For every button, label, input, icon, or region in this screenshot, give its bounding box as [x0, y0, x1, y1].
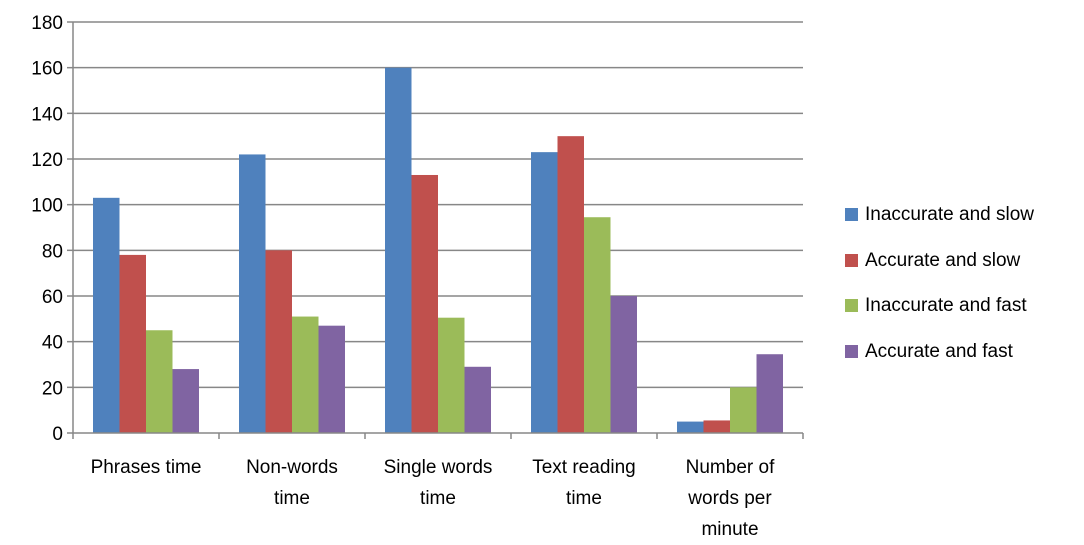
x-tick-label: Number of: [686, 457, 775, 478]
bar: [557, 136, 584, 433]
bar: [93, 197, 120, 433]
bar: [730, 387, 757, 433]
bar: [438, 317, 465, 433]
legend-label: Accurate and slow: [865, 249, 1021, 271]
bar: [677, 421, 704, 433]
legend-item-inaccurate-fast: Inaccurate and fast: [845, 283, 1081, 329]
bar: [703, 420, 730, 433]
x-tick-label: Text reading: [532, 457, 636, 478]
y-tick-label: 80: [42, 241, 63, 262]
bar: [385, 67, 412, 434]
legend-swatch: [845, 208, 858, 222]
bar: [172, 369, 199, 433]
x-axis-tick-labels: Phrases time Non-words time Single words tim…: [91, 457, 776, 540]
legend-label: Inaccurate and slow: [865, 204, 1034, 226]
x-tick-label: words per: [687, 488, 772, 509]
y-tick-label: 0: [52, 424, 63, 445]
legend-item-accurate-fast: Accurate and fast: [845, 329, 1081, 375]
y-tick-label: 20: [42, 378, 63, 399]
bar: [464, 366, 491, 433]
x-tick-label: Non-words: [246, 457, 338, 478]
bars: [93, 67, 783, 434]
y-tick-label: 100: [31, 196, 63, 217]
x-tick-label: Single words: [384, 457, 493, 478]
axes: [72, 22, 804, 439]
y-tick-label: 120: [31, 150, 63, 171]
bar: [584, 217, 611, 433]
legend-item-accurate-slow: Accurate and slow: [845, 238, 1081, 284]
x-tick-label: time: [420, 488, 456, 509]
y-tick-label: 160: [31, 59, 63, 80]
y-tick-label: 40: [42, 333, 63, 354]
legend-swatch: [845, 299, 858, 313]
bar: [411, 174, 438, 433]
y-axis-tick-labels: 0 20 40 60 80 100 120 140 160 180: [31, 13, 73, 445]
y-tick-label: 60: [42, 287, 63, 308]
bar: [756, 354, 783, 433]
bar: [318, 325, 345, 433]
bar: [610, 296, 637, 433]
x-tick-label: time: [566, 488, 602, 509]
bar: [146, 330, 173, 433]
bar: [265, 250, 292, 433]
bar: [531, 152, 558, 433]
x-tick-label: minute: [701, 519, 758, 540]
legend: Inaccurate and slow Accurate and slow In…: [845, 192, 1081, 374]
legend-swatch: [845, 253, 858, 267]
bar: [119, 254, 146, 433]
y-tick-label: 180: [31, 13, 63, 34]
x-tick-label: time: [274, 488, 310, 509]
legend-label: Accurate and fast: [865, 340, 1013, 362]
y-tick-label: 140: [31, 104, 63, 125]
legend-item-inaccurate-slow: Inaccurate and slow: [845, 192, 1081, 238]
bar: [239, 154, 266, 433]
legend-swatch: [845, 344, 858, 358]
bar: [292, 316, 319, 433]
legend-label: Inaccurate and fast: [865, 295, 1027, 317]
x-tick-label: Phrases time: [91, 457, 202, 478]
